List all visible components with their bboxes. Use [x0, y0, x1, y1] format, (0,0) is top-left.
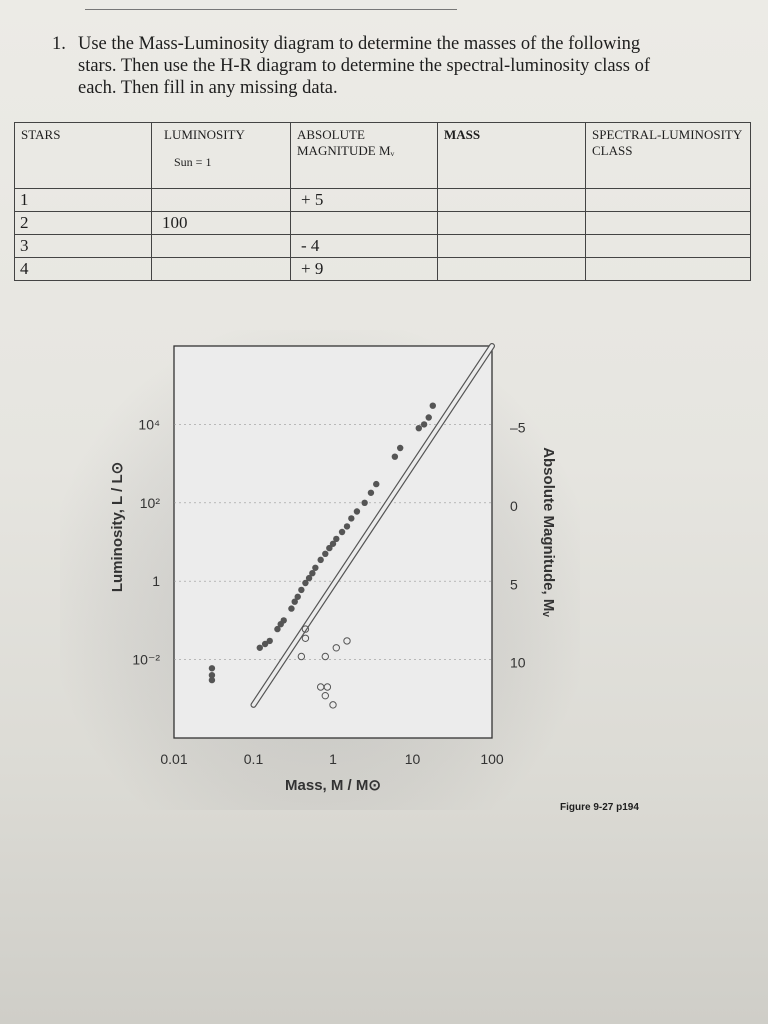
- cell-abs-mag[interactable]: - 4: [290, 234, 438, 258]
- data-point-filled: [208, 671, 216, 679]
- table-row: 3 - 4: [14, 234, 751, 258]
- data-point-filled: [396, 444, 404, 452]
- data-point-filled: [348, 515, 355, 522]
- data-point-filled: [291, 598, 298, 605]
- header-class: SPECTRAL-LUMINOSITY CLASS: [585, 122, 751, 189]
- y-tick-label: 1: [152, 573, 160, 589]
- cell-mass[interactable]: [437, 234, 586, 258]
- figure-caption: Figure 9-27 p194: [560, 802, 639, 813]
- data-point-open: [297, 652, 306, 661]
- data-point-filled: [266, 637, 273, 645]
- data-point-filled: [420, 421, 428, 428]
- cell-abs-mag[interactable]: [290, 211, 438, 235]
- data-point-filled: [322, 550, 329, 558]
- data-point-filled: [353, 508, 361, 515]
- data-point-filled: [415, 424, 422, 432]
- data-point-filled: [274, 625, 281, 633]
- y-tick-label: 10⁻²: [132, 652, 160, 668]
- cell-luminosity[interactable]: [151, 188, 291, 212]
- data-point-filled: [256, 644, 263, 651]
- data-point-filled: [261, 640, 269, 648]
- cell-star: 4: [14, 257, 152, 281]
- fit-line-inner: [251, 344, 494, 707]
- y2-tick-label: 10: [510, 655, 526, 671]
- chart-svg: 0.01 0.1 1 10 100 10⁴ 10² 1 10⁻² –5 0 5 10 Mass, M / …: [109, 343, 557, 794]
- cell-mass[interactable]: [437, 188, 586, 212]
- data-point-open: [329, 701, 337, 709]
- cell-abs-mag[interactable]: + 5: [290, 188, 438, 212]
- top-rule: [85, 9, 457, 10]
- y-axis-title: Luminosity, L / L⊙: [109, 462, 126, 592]
- data-point-filled: [391, 453, 399, 460]
- data-point-filled: [425, 414, 432, 421]
- cell-luminosity[interactable]: [151, 234, 291, 258]
- data-point-filled: [309, 569, 316, 577]
- cell-mass[interactable]: [437, 257, 586, 281]
- x-tick-label: 10: [405, 751, 421, 767]
- data-point-filled: [305, 574, 313, 582]
- data-point-filled: [298, 586, 305, 594]
- table-header-row: STARS LUMINOSITY Sun = 1 ABSOLUTE MAGNIT…: [14, 122, 751, 189]
- y-tick-label: 10⁴: [138, 416, 160, 432]
- data-point-filled: [208, 676, 216, 684]
- data-point-filled: [326, 544, 333, 552]
- cell-class[interactable]: [585, 257, 751, 281]
- data-point-filled: [294, 593, 301, 600]
- cell-star: 3: [14, 234, 152, 258]
- cell-mass[interactable]: [437, 211, 586, 235]
- header-stars: STARS: [14, 122, 152, 189]
- cell-class[interactable]: [585, 234, 751, 258]
- data-point-filled: [302, 579, 309, 587]
- data-point-filled: [343, 523, 351, 530]
- x-tick-label: 0.1: [244, 751, 264, 767]
- cell-star: 2: [14, 211, 152, 235]
- table-row: 1 + 5: [14, 188, 751, 212]
- data-point-filled: [367, 489, 375, 496]
- header-luminosity: LUMINOSITY Sun = 1: [151, 122, 291, 189]
- x-tick-label: 0.01: [160, 751, 187, 767]
- data-point-open: [301, 625, 310, 633]
- data-point-filled: [312, 564, 319, 571]
- y2-tick-label: –5: [510, 420, 526, 436]
- header-abs-mag: ABSOLUTE MAGNITUDE Mᵥ: [290, 122, 438, 189]
- data-point-filled: [333, 535, 340, 543]
- data-point-filled: [329, 540, 337, 547]
- data-point-open: [321, 691, 329, 700]
- data-point-filled: [361, 499, 368, 506]
- data-point-filled: [280, 617, 287, 624]
- table-row: 2 100: [14, 211, 751, 235]
- data-point-open: [321, 652, 329, 661]
- star-data-table: STARS LUMINOSITY Sun = 1 ABSOLUTE MAGNIT…: [14, 122, 751, 281]
- data-point-filled: [338, 528, 346, 536]
- cell-abs-mag[interactable]: + 9: [290, 257, 438, 281]
- y-tick-label: 10²: [140, 495, 161, 511]
- cell-luminosity[interactable]: [151, 257, 291, 281]
- header-mass: MASS: [437, 122, 586, 189]
- cell-star: 1: [14, 188, 152, 212]
- data-point-open: [323, 683, 332, 691]
- data-point-open: [301, 634, 310, 642]
- question-number: 1.: [52, 34, 66, 54]
- y2-tick-label: 0: [510, 498, 518, 514]
- table-row: 4 + 9: [14, 257, 751, 281]
- data-point-filled: [429, 402, 436, 409]
- x-tick-label: 1: [329, 751, 337, 767]
- y2-axis-title: Absolute Magnitude, Mᵥ: [540, 447, 557, 617]
- mass-luminosity-chart: 0.01 0.1 1 10 100 10⁴ 10² 1 10⁻² –5 0 5 10 Mass, M / …: [100, 330, 570, 800]
- data-point-open: [343, 637, 351, 645]
- header-luminosity-sub: Sun = 1: [174, 155, 212, 169]
- data-point-open: [332, 644, 340, 652]
- x-tick-label: 100: [480, 751, 504, 767]
- data-point-filled: [288, 605, 295, 612]
- x-axis-title: Mass, M / M⊙: [285, 777, 381, 794]
- cell-class[interactable]: [585, 211, 751, 235]
- data-point-filled: [373, 480, 380, 488]
- cell-luminosity[interactable]: 100: [151, 211, 291, 235]
- y2-tick-label: 5: [510, 576, 518, 592]
- data-point-filled: [317, 556, 324, 564]
- question-text: Use the Mass-Luminosity diagram to deter…: [78, 34, 650, 98]
- cell-class[interactable]: [585, 188, 751, 212]
- data-point-filled: [208, 665, 216, 672]
